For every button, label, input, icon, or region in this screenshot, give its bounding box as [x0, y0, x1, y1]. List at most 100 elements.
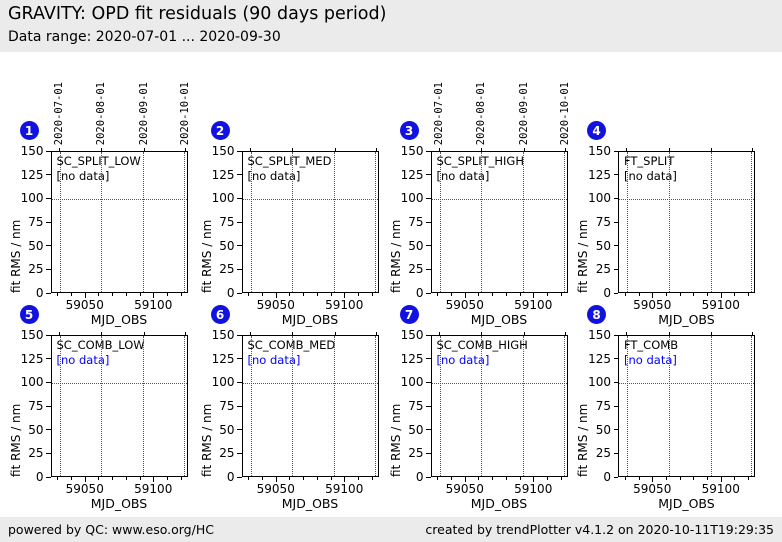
- y-tick-label: 125: [588, 351, 611, 366]
- top-tick: [668, 332, 670, 335]
- top-tick: [143, 148, 145, 151]
- y-tick-label: 25: [28, 262, 44, 277]
- y-tick-label: 75: [408, 399, 424, 413]
- y-tick: [426, 358, 431, 360]
- plot-area: SC_COMB_MED [no data]: [241, 335, 379, 477]
- y-tick: [426, 221, 431, 223]
- y-tick: [426, 452, 431, 454]
- y-tick-label: 50: [28, 422, 44, 437]
- y-tick-label: 75: [28, 399, 44, 413]
- subplot-panel-2: 2 fit RMS / nm SC_SPLIT_MED [no data] MJ…: [200, 121, 379, 327]
- subplot-panel-3: 3 fit RMS / nm SC_SPLIT_HIGH [no data] M…: [389, 82, 571, 327]
- y-tick: [237, 405, 242, 407]
- x-tick-label: 59100: [701, 482, 740, 496]
- y-tick: [426, 334, 431, 336]
- month-gridline: [523, 336, 525, 476]
- y-tick: [237, 452, 242, 454]
- x-minor-tick: [303, 293, 305, 296]
- y-tick-label: 0: [603, 470, 611, 484]
- y-tick: [426, 197, 431, 199]
- top-date-label: 2020-09-01: [137, 81, 150, 145]
- panel-number-badge: 8: [587, 305, 606, 324]
- x-minor-tick: [638, 477, 640, 480]
- x-minor-tick: [112, 293, 114, 296]
- x-minor-tick: [451, 293, 453, 296]
- x-minor-tick: [546, 293, 548, 296]
- y-tick-label: 150: [588, 328, 611, 342]
- x-minor-tick: [166, 477, 168, 480]
- y-tick: [237, 150, 242, 152]
- x-minor-tick: [98, 293, 100, 296]
- y-tick: [237, 429, 242, 431]
- y-tick: [237, 268, 242, 270]
- plot-area: SC_SPLIT_MED [no data]: [241, 151, 379, 293]
- month-gridline: [334, 152, 336, 292]
- x-minor-tick: [546, 477, 548, 480]
- y-tick: [46, 429, 51, 431]
- month-gridline: [751, 336, 753, 476]
- panel-number-badge: 7: [399, 305, 419, 324]
- top-tick: [438, 332, 440, 335]
- month-gridline: [250, 336, 252, 476]
- x-minor-tick: [330, 477, 332, 480]
- y-tick: [46, 405, 51, 407]
- panel-annotation: SC_COMB_LOW [no data]: [57, 338, 145, 368]
- month-gridline: [143, 152, 145, 292]
- x-tick-label: 59050: [256, 298, 295, 312]
- x-minor-tick: [248, 477, 250, 480]
- x-tick-label: 59050: [256, 482, 295, 496]
- x-minor-tick: [734, 477, 736, 480]
- panel-annotation: SC_COMB_MED [no data]: [248, 338, 336, 368]
- y-tick-label: 100: [20, 191, 44, 206]
- month-gridline: [668, 336, 670, 476]
- x-major-tick: [153, 477, 155, 482]
- x-minor-tick: [560, 293, 562, 296]
- month-gridline: [439, 336, 441, 476]
- y-tick: [46, 476, 51, 478]
- x-minor-tick: [112, 477, 114, 480]
- x-minor-tick: [492, 477, 494, 480]
- top-date-label: 2020-07-01: [432, 81, 445, 145]
- month-gridline: [183, 336, 185, 476]
- no-data-label: [no data]: [436, 353, 490, 367]
- report-footer: powered by QC: www.eso.org/HC created by…: [0, 517, 782, 542]
- y-tick: [613, 429, 618, 431]
- y-tick: [237, 476, 242, 478]
- top-date-label: 2020-07-01: [52, 81, 65, 145]
- x-minor-tick: [505, 477, 507, 480]
- report-header: GRAVITY: OPD fit residuals (90 days peri…: [0, 0, 782, 52]
- y-tick-label: 50: [28, 238, 44, 253]
- y-tick-label: 0: [35, 286, 44, 300]
- x-minor-tick: [734, 293, 736, 296]
- y-tick-label: 25: [595, 446, 611, 461]
- y-tick-label: 125: [211, 167, 235, 182]
- y-tick: [613, 292, 618, 294]
- top-tick: [334, 332, 336, 335]
- y-tick-label: 125: [588, 167, 611, 182]
- x-minor-tick: [478, 477, 480, 480]
- subplot-panel-4: 4 fit RMS / nm FT_SPLIT [no data] MJD_OB…: [576, 121, 755, 327]
- x-axis-label: MJD_OBS: [470, 496, 528, 511]
- no-data-label: [no data]: [56, 169, 110, 183]
- x-minor-tick: [451, 477, 453, 480]
- month-gridline: [627, 152, 629, 292]
- footer-powered-by: powered by QC: www.eso.org/HC: [8, 522, 214, 537]
- y-tick: [613, 358, 618, 360]
- month-gridline: [439, 152, 441, 292]
- y-tick: [426, 381, 431, 383]
- x-major-tick: [720, 293, 722, 298]
- top-tick: [564, 148, 566, 151]
- y-tick-label: 50: [595, 238, 611, 253]
- month-gridline: [751, 152, 753, 292]
- plot-area: SC_SPLIT_HIGH [no data]: [430, 151, 568, 293]
- y-tick: [237, 292, 242, 294]
- y-tick-label: 0: [415, 470, 424, 484]
- y-tick: [426, 268, 431, 270]
- x-tick-label: 59100: [134, 482, 173, 496]
- x-minor-tick: [638, 293, 640, 296]
- x-minor-tick: [437, 477, 439, 480]
- threshold-gridline: [51, 198, 187, 200]
- y-tick-label: 150: [400, 328, 424, 342]
- month-gridline: [710, 336, 712, 476]
